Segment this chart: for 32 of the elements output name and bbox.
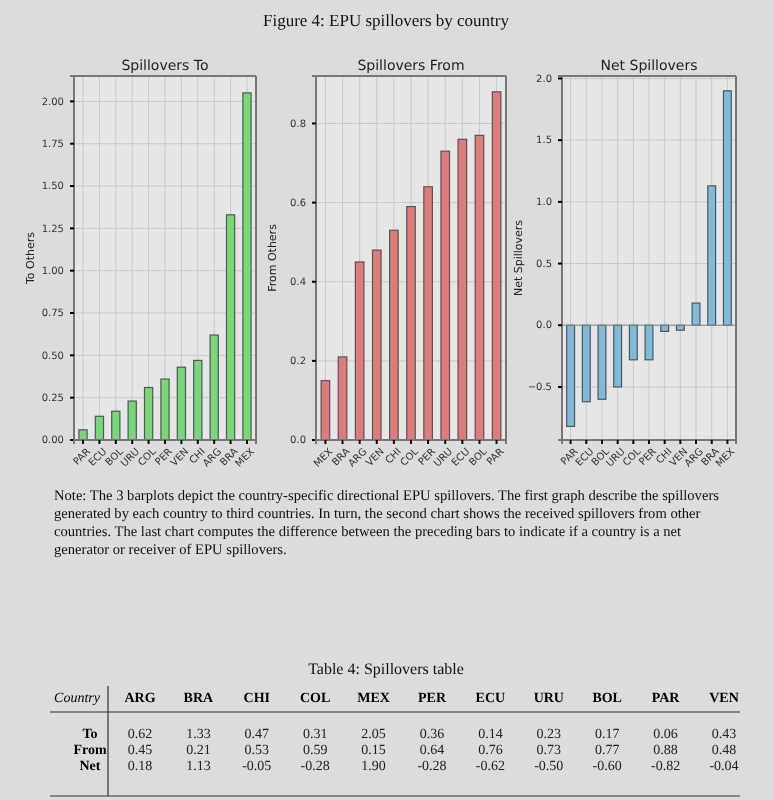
bar bbox=[722, 90, 732, 326]
bar bbox=[457, 138, 468, 441]
bar bbox=[597, 324, 607, 400]
bar bbox=[628, 324, 638, 361]
bar bbox=[354, 261, 365, 441]
bar bbox=[176, 366, 187, 441]
bar bbox=[320, 380, 331, 441]
text: Table 4: Spillovers table bbox=[308, 660, 465, 678]
bar bbox=[389, 229, 399, 441]
bar bbox=[111, 410, 121, 441]
bar bbox=[613, 324, 623, 388]
bar bbox=[225, 214, 236, 441]
bar bbox=[566, 324, 576, 428]
bar bbox=[474, 134, 485, 441]
bar bbox=[707, 185, 717, 326]
bar bbox=[371, 249, 382, 441]
bar bbox=[127, 400, 137, 441]
bar bbox=[143, 386, 154, 441]
bar bbox=[78, 429, 88, 441]
bar bbox=[491, 91, 502, 441]
bar bbox=[406, 205, 416, 441]
bar bbox=[337, 356, 348, 441]
bar bbox=[581, 324, 591, 403]
caption: Figure 4: EPU spillovers by country bbox=[262, 10, 511, 30]
bar bbox=[160, 378, 170, 441]
bar bbox=[209, 334, 219, 441]
bar bbox=[644, 324, 654, 361]
bar bbox=[242, 92, 252, 441]
bar bbox=[691, 302, 701, 326]
bar bbox=[423, 186, 433, 441]
bar bbox=[193, 359, 203, 441]
bar bbox=[440, 150, 451, 441]
